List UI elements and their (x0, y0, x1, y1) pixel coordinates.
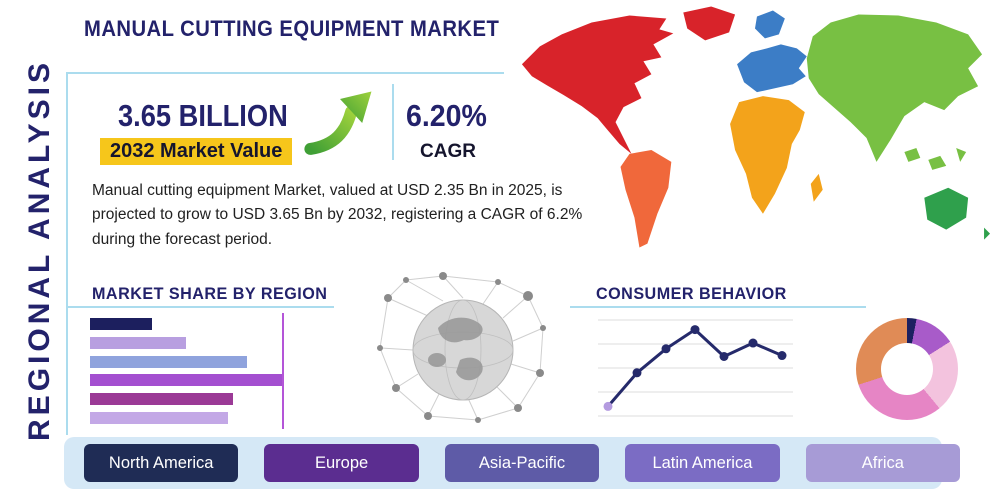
map-region-europe (737, 10, 807, 93)
bar-segment (90, 411, 228, 424)
bar-axis-marker (281, 313, 284, 429)
map-region-greenland (683, 6, 736, 41)
map-region-south-america (620, 149, 672, 248)
network-links (379, 275, 544, 421)
region-button-europe[interactable]: Europe (264, 444, 419, 482)
frame-left-divider (66, 72, 68, 435)
market-share-underline (66, 306, 334, 308)
line-chart-point (748, 338, 758, 348)
donut-chart (856, 318, 958, 420)
region-button-north-america[interactable]: North America (84, 444, 239, 482)
line-chart-svg (598, 319, 793, 417)
consumer-behavior-section-title: CONSUMER BEHAVIOR (596, 284, 787, 303)
map-region-asia (806, 14, 983, 170)
cagr-stat: 6.20% (406, 98, 487, 133)
map-region-australia (924, 187, 991, 240)
bar-chart (90, 313, 336, 429)
network-nodes (377, 272, 546, 423)
bar-segment (90, 355, 248, 368)
line-chart-point (632, 368, 642, 378)
stats-divider (392, 84, 394, 160)
bar-segment (90, 374, 282, 387)
line-chart-point (690, 325, 700, 335)
donut-hole (881, 343, 933, 395)
region-button-latin-america[interactable]: Latin America (625, 444, 780, 482)
globe-network-graphic (377, 272, 546, 423)
globe-continents (428, 317, 483, 381)
world-map-graphic (521, 6, 991, 248)
frame-top-divider (66, 72, 504, 74)
market-share-section-title: MARKET SHARE BY REGION (92, 284, 328, 303)
market-summary-text: Manual cutting equipment Market, valued … (92, 182, 583, 248)
map-region-africa (730, 96, 823, 214)
vertical-section-label: REGIONAL ANALYSIS (23, 59, 56, 441)
cagr-caption: CAGR (420, 141, 476, 162)
line-chart-point (661, 344, 671, 354)
bar-segment (90, 336, 186, 349)
bar-segment (90, 393, 233, 406)
region-buttons-row: North America Europe Asia-Pacific Latin … (84, 444, 961, 482)
map-region-north-america (521, 15, 674, 154)
line-chart-gridlines (598, 319, 793, 417)
region-button-africa[interactable]: Africa (805, 444, 961, 482)
bar-segment (90, 318, 152, 330)
line-chart-point (777, 351, 787, 361)
page-title: MANUAL CUTTING EQUIPMENT MARKET (84, 16, 500, 41)
region-button-asia-pacific[interactable]: Asia-Pacific (444, 444, 600, 482)
market-value-stat: 3.65 BILLION (118, 98, 288, 133)
consumer-behavior-underline (570, 306, 866, 308)
line-chart-point (603, 401, 613, 411)
growth-arrow-icon (304, 91, 372, 155)
line-chart-point (719, 351, 729, 361)
globe-sphere (412, 299, 514, 401)
market-value-caption: 2032 Market Value (100, 138, 293, 165)
